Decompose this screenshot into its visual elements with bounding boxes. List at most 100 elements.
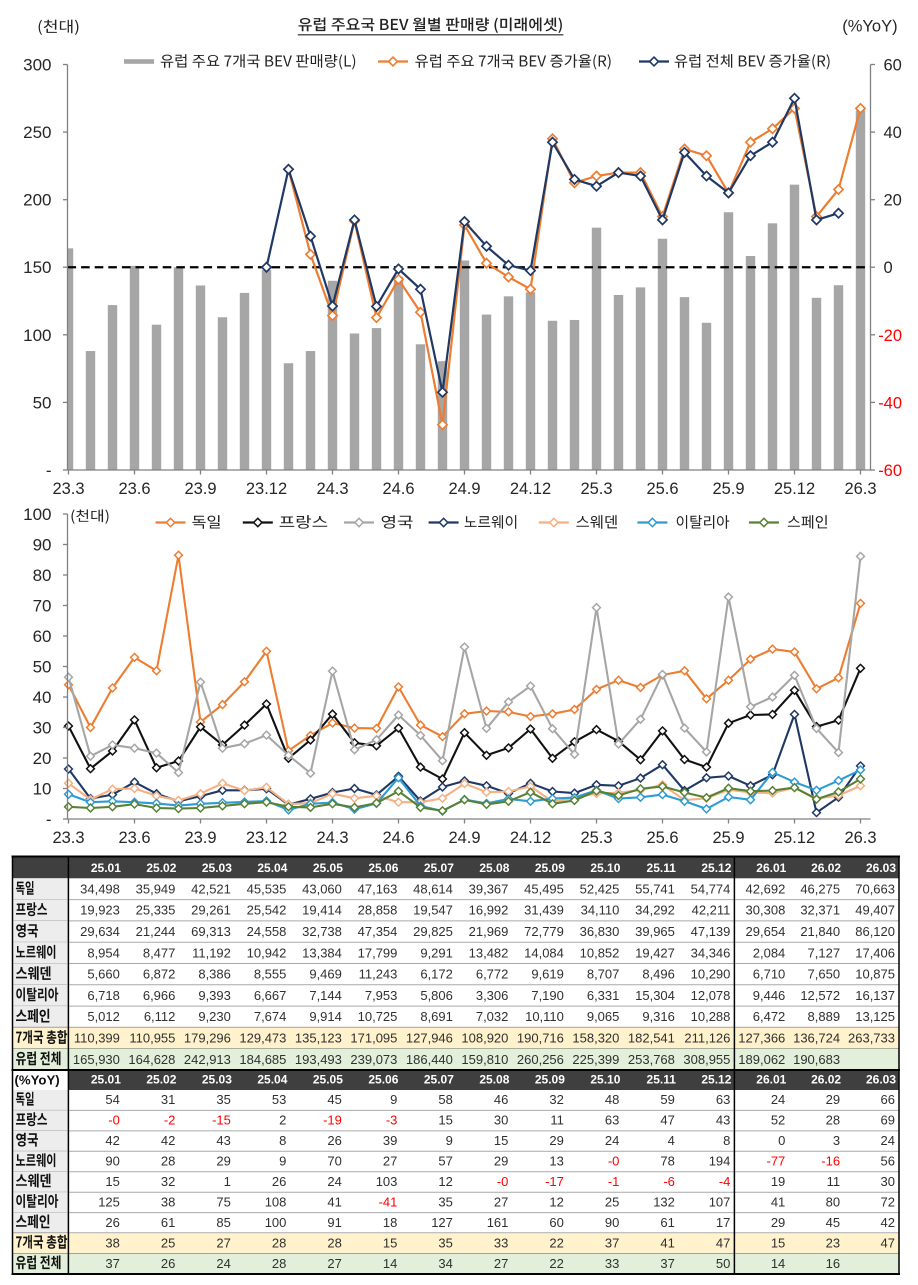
svg-text:42: 42 (161, 1133, 175, 1148)
svg-text:-0: -0 (608, 1154, 620, 1169)
svg-text:150: 150 (23, 258, 51, 277)
svg-text:50: 50 (33, 393, 52, 412)
svg-text:37: 37 (605, 1235, 619, 1250)
svg-text:6,718: 6,718 (87, 988, 120, 1003)
svg-text:9,065: 9,065 (587, 1009, 620, 1024)
svg-text:25.12: 25.12 (701, 861, 731, 875)
svg-text:24: 24 (327, 1174, 341, 1189)
svg-text:9,316: 9,316 (642, 1009, 675, 1024)
svg-text:42,692: 42,692 (746, 881, 786, 896)
svg-text:100: 100 (23, 326, 51, 345)
svg-text:25.3: 25.3 (580, 829, 612, 847)
svg-text:37: 37 (105, 1256, 119, 1271)
svg-text:25.07: 25.07 (424, 861, 454, 875)
svg-text:34,110: 34,110 (581, 903, 620, 918)
svg-text:24.6: 24.6 (382, 829, 414, 847)
svg-text:24: 24 (771, 1092, 785, 1107)
svg-text:26: 26 (161, 1256, 175, 1271)
svg-text:25.09: 25.09 (535, 1073, 565, 1087)
svg-text:190,683: 190,683 (793, 1052, 840, 1067)
svg-text:-41: -41 (379, 1194, 398, 1209)
svg-text:24: 24 (881, 1133, 895, 1148)
svg-text:6,667: 6,667 (254, 988, 287, 1003)
svg-text:25.03: 25.03 (202, 861, 232, 875)
svg-text:25.6: 25.6 (646, 829, 678, 847)
svg-text:59: 59 (660, 1092, 674, 1107)
svg-text:24.6: 24.6 (382, 480, 414, 498)
svg-text:26: 26 (327, 1133, 341, 1148)
svg-text:35,949: 35,949 (136, 881, 176, 896)
svg-text:72,779: 72,779 (524, 924, 564, 939)
svg-text:25.04: 25.04 (257, 1073, 287, 1087)
svg-text:6,872: 6,872 (143, 967, 176, 982)
svg-text:6,331: 6,331 (587, 988, 620, 1003)
svg-text:6,710: 6,710 (753, 967, 786, 982)
svg-text:-: - (46, 461, 52, 480)
svg-text:24.3: 24.3 (316, 829, 348, 847)
svg-text:110,399: 110,399 (74, 1031, 120, 1046)
svg-text:43: 43 (216, 1133, 230, 1148)
svg-text:5,660: 5,660 (87, 967, 120, 982)
svg-text:0: 0 (778, 1133, 785, 1148)
svg-text:22: 22 (549, 1235, 563, 1250)
svg-text:-2: -2 (164, 1113, 176, 1128)
svg-text:26.03: 26.03 (866, 861, 896, 875)
svg-text:19,414: 19,414 (302, 903, 342, 918)
svg-text:14,084: 14,084 (524, 945, 564, 960)
svg-text:45: 45 (327, 1092, 341, 1107)
svg-text:15,304: 15,304 (635, 988, 675, 1003)
svg-text:91: 91 (327, 1215, 341, 1230)
svg-text:23.12: 23.12 (246, 480, 287, 498)
svg-text:7,127: 7,127 (808, 945, 841, 960)
svg-text:35: 35 (216, 1092, 230, 1107)
svg-text:108: 108 (265, 1194, 287, 1209)
svg-text:16,137: 16,137 (855, 988, 895, 1003)
svg-text:23.6: 23.6 (118, 480, 150, 498)
svg-text:60: 60 (33, 627, 52, 646)
svg-text:39,965: 39,965 (635, 924, 675, 939)
svg-text:29: 29 (826, 1092, 840, 1107)
svg-text:9: 9 (279, 1154, 286, 1169)
svg-text:56: 56 (881, 1154, 895, 1169)
svg-text:260,256: 260,256 (517, 1052, 564, 1067)
svg-text:108,920: 108,920 (461, 1031, 508, 1046)
svg-text:25.06: 25.06 (368, 861, 398, 875)
svg-text:6,772: 6,772 (476, 967, 509, 982)
svg-text:26.02: 26.02 (811, 861, 841, 875)
svg-text:25,335: 25,335 (136, 903, 176, 918)
svg-text:90: 90 (105, 1154, 119, 1169)
svg-text:25.12: 25.12 (774, 480, 815, 498)
svg-text:33: 33 (494, 1235, 508, 1250)
svg-text:20: 20 (884, 192, 902, 210)
svg-text:194: 194 (709, 1154, 731, 1169)
svg-text:200: 200 (23, 191, 51, 210)
svg-text:37: 37 (660, 1256, 674, 1271)
svg-text:25.9: 25.9 (712, 829, 744, 847)
svg-text:4: 4 (668, 1133, 675, 1148)
svg-text:29,654: 29,654 (746, 924, 786, 939)
svg-text:8,954: 8,954 (87, 945, 120, 960)
svg-text:25.12: 25.12 (774, 829, 815, 847)
svg-text:1: 1 (224, 1174, 231, 1189)
svg-text:25.02: 25.02 (146, 861, 176, 875)
svg-text:50: 50 (33, 658, 52, 677)
svg-text:5,012: 5,012 (87, 1009, 120, 1024)
svg-text:10,942: 10,942 (247, 945, 287, 960)
svg-text:32: 32 (161, 1174, 175, 1189)
svg-text:127,946: 127,946 (406, 1031, 453, 1046)
svg-text:25.12: 25.12 (701, 1073, 731, 1087)
svg-text:85: 85 (216, 1215, 230, 1230)
svg-text:25.10: 25.10 (590, 1073, 620, 1087)
svg-text:25.05: 25.05 (313, 861, 343, 875)
svg-text:6,172: 6,172 (420, 967, 453, 982)
svg-text:27: 27 (327, 1256, 341, 1271)
svg-text:-19: -19 (323, 1113, 342, 1128)
svg-text:8,707: 8,707 (587, 967, 620, 982)
svg-text:8,889: 8,889 (808, 1009, 841, 1024)
svg-text:13,482: 13,482 (469, 945, 509, 960)
svg-text:186,440: 186,440 (406, 1052, 453, 1067)
svg-text:8,691: 8,691 (420, 1009, 453, 1024)
svg-text:70: 70 (327, 1154, 341, 1169)
svg-text:75: 75 (216, 1194, 230, 1209)
svg-text:6,112: 6,112 (144, 1009, 176, 1024)
